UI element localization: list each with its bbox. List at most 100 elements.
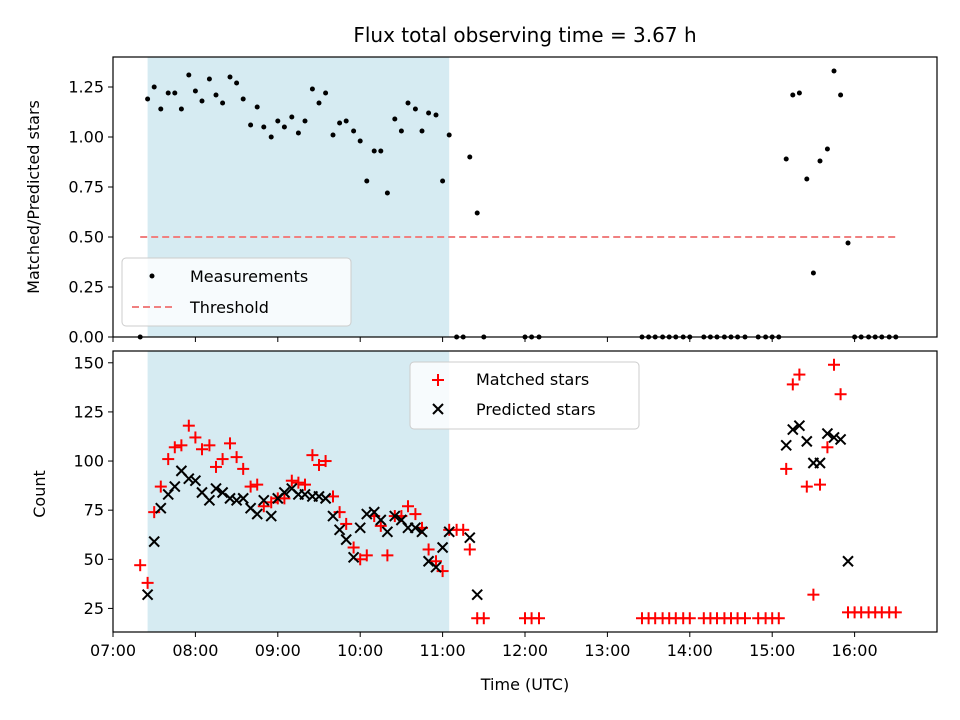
measurement-point xyxy=(392,116,398,122)
predicted-star-point xyxy=(230,494,243,507)
bottom-x-tick-label: 12:00 xyxy=(502,641,548,660)
measurement-point xyxy=(364,178,370,184)
matched-star-point xyxy=(828,358,840,371)
matched-star-point xyxy=(327,490,340,503)
predicted-star-point xyxy=(443,526,455,538)
predicted-star-point xyxy=(464,531,476,544)
measurement-point xyxy=(810,270,816,276)
matched-star-point xyxy=(203,439,216,452)
measurement-point xyxy=(790,92,796,98)
predicted-star-point xyxy=(347,551,360,564)
predicted-star-point xyxy=(189,474,202,487)
legend-predicted-label: Predicted stars xyxy=(476,400,596,419)
bottom-x-tick-label: 07:00 xyxy=(90,641,136,660)
matched-star-point xyxy=(739,612,752,625)
predicted-star-point xyxy=(141,588,154,601)
bottom-y-axis-label: Count xyxy=(30,470,49,518)
measurement-point xyxy=(227,74,233,80)
measurement-point xyxy=(199,98,205,104)
predicted-star-point xyxy=(354,522,366,534)
top-y-tick-label: 0.50 xyxy=(68,228,104,247)
measurement-point xyxy=(172,90,178,96)
matched-star-point xyxy=(298,478,311,491)
matched-star-point xyxy=(807,588,820,601)
top-y-tick-label: 1.00 xyxy=(68,128,104,147)
measurement-point xyxy=(343,118,349,124)
predicted-star-point xyxy=(203,494,216,507)
measurement-point xyxy=(281,124,287,130)
bottom-y-tick-label: 25 xyxy=(84,599,104,618)
predicted-star-point xyxy=(183,473,195,485)
matched-star-point xyxy=(340,517,353,530)
top-y-tick-label: 0.75 xyxy=(68,178,104,197)
matched-star-point xyxy=(216,453,229,466)
bottom-x-tick-label: 09:00 xyxy=(255,641,301,660)
measurement-point xyxy=(248,122,254,128)
measurement-point xyxy=(165,90,171,96)
measurement-point xyxy=(831,68,837,74)
matched-star-point xyxy=(154,480,167,493)
measurement-point xyxy=(261,124,267,130)
bottom-x-tick-label: 10:00 xyxy=(337,641,383,660)
matched-star-point xyxy=(780,462,793,475)
measurement-point xyxy=(796,90,802,96)
measurement-point xyxy=(474,210,480,216)
predicted-star-point xyxy=(251,508,263,520)
measurement-point xyxy=(145,96,151,102)
measurement-point xyxy=(467,154,473,160)
predicted-star-point xyxy=(801,435,813,448)
bottom-panel: 25 50 75 100 125 150 07:00 08:00 09:00 10:00 11:0… xyxy=(30,350,938,694)
predicted-star-point xyxy=(319,492,332,505)
matched-star-point xyxy=(457,523,470,536)
measurement-point xyxy=(254,104,260,110)
predicted-star-point xyxy=(381,526,394,538)
predicted-star-point xyxy=(278,486,291,499)
predicted-star-point xyxy=(436,541,449,554)
top-panel: 0.00 0.25 0.50 0.75 1.00 1.25 Matched/Predict… xyxy=(24,56,938,347)
matched-star-point xyxy=(224,437,237,450)
bottom-x-tick-label: 16:00 xyxy=(832,641,878,660)
matched-star-point xyxy=(772,612,785,625)
measurement-point xyxy=(398,128,404,134)
measurement-point xyxy=(419,128,425,134)
top-legend: Measurements Threshold xyxy=(121,257,352,327)
matched-star-point xyxy=(477,612,490,625)
matched-star-point xyxy=(813,478,826,491)
measurement-point xyxy=(371,148,377,154)
measurement-point xyxy=(295,130,301,136)
matched-star-point xyxy=(237,462,250,475)
bottom-x-tick-label: 08:00 xyxy=(172,641,218,660)
measurement-point xyxy=(158,106,164,112)
predicted-star-point xyxy=(210,482,222,495)
matched-star-point xyxy=(786,378,799,391)
predicted-star-point xyxy=(333,524,346,536)
bottom-shaded-interval xyxy=(147,351,450,632)
measurement-point xyxy=(426,110,432,116)
measurement-point xyxy=(384,190,390,196)
measurement-point xyxy=(268,134,274,140)
matched-star-point xyxy=(168,441,181,454)
predicted-star-point xyxy=(409,522,422,534)
measurement-point xyxy=(309,86,315,92)
measurement-point xyxy=(824,146,830,152)
predicted-star-point xyxy=(787,423,799,436)
predicted-star-point xyxy=(237,492,249,505)
predicted-star-point xyxy=(155,502,167,514)
matched-star-point xyxy=(463,543,476,556)
measurement-point xyxy=(186,72,192,78)
matched-star-point xyxy=(374,519,387,532)
matched-star-point xyxy=(285,474,298,487)
matched-star-point xyxy=(244,480,257,493)
matched-star-point xyxy=(182,419,195,432)
matched-star-point xyxy=(834,388,847,401)
predicted-star-point xyxy=(327,510,339,522)
predicted-star-point xyxy=(313,490,325,503)
bottom-y-tick-label: 75 xyxy=(84,501,104,520)
measurement-point xyxy=(783,156,789,162)
matched-star-point xyxy=(175,439,188,452)
matched-star-point xyxy=(347,541,360,554)
matched-star-point xyxy=(257,500,270,513)
measurement-point xyxy=(412,106,418,112)
matched-star-point xyxy=(278,492,291,505)
